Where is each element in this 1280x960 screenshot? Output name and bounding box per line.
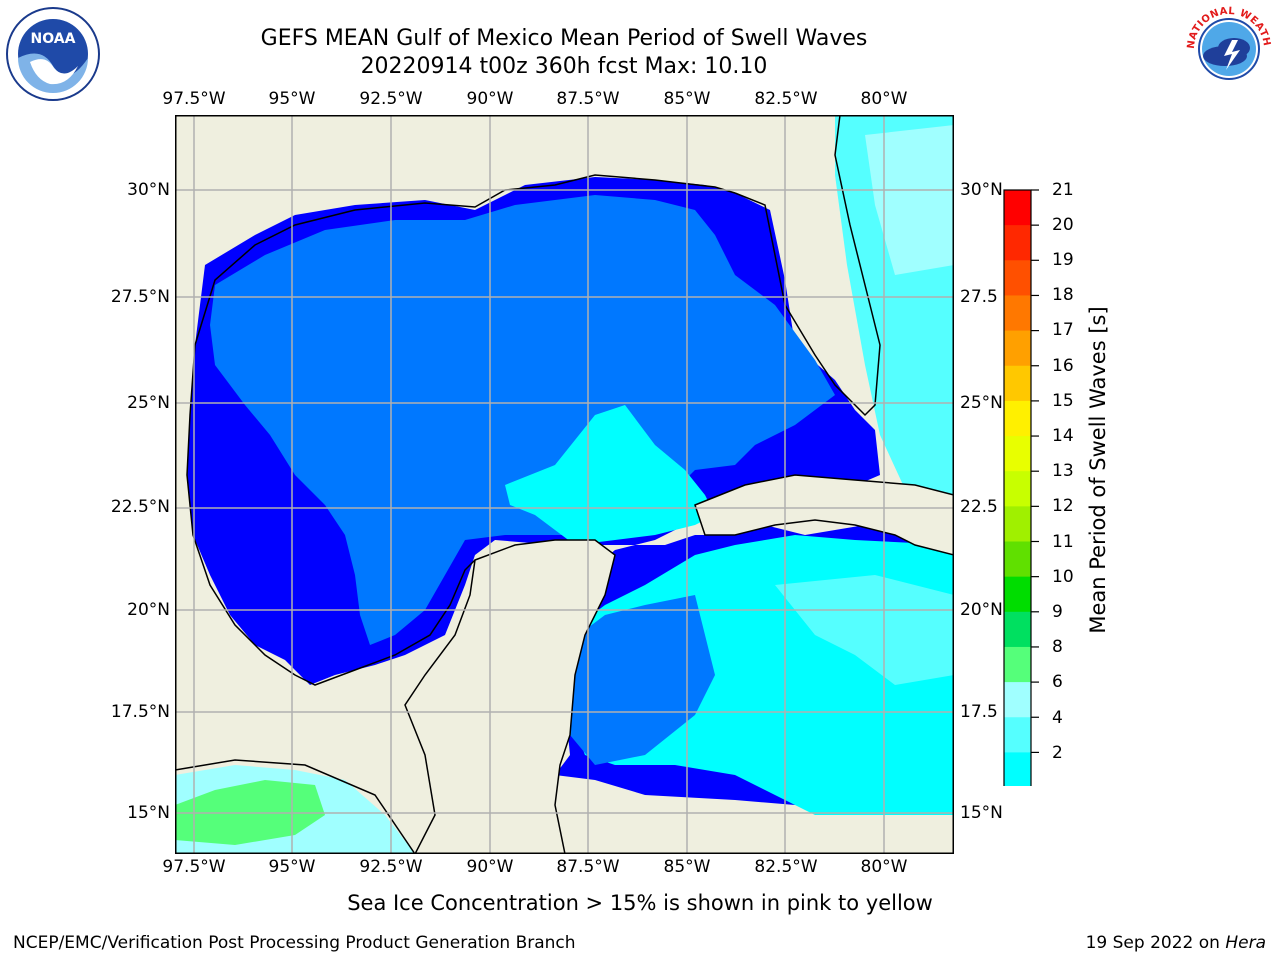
colorbar-segment	[1004, 646, 1031, 683]
lat-label-right: 27.5	[960, 287, 998, 307]
colorbar-segment	[1004, 752, 1031, 786]
lon-label-bottom: 90°W	[466, 857, 514, 877]
yucatan-peninsula	[404, 539, 616, 854]
cuba-island	[694, 474, 954, 556]
lat-label-right: 20°N	[960, 600, 1003, 620]
colorbar-tick: 18	[1052, 285, 1074, 305]
colorbar-segment	[1004, 190, 1031, 226]
map-panel	[175, 115, 954, 854]
lat-label-left: 30°N	[127, 180, 170, 200]
colorbar-segment	[1004, 295, 1031, 332]
lon-label-top: 95°W	[268, 89, 316, 109]
lon-label-top: 90°W	[466, 89, 514, 109]
colorbar-segment	[1004, 436, 1031, 472]
footer-host: Hera	[1225, 933, 1266, 953]
yucatan-channel-cyan	[505, 405, 715, 545]
lon-label-bottom: 95°W	[268, 857, 316, 877]
lat-label-left: 15°N	[127, 803, 170, 823]
map-subtitle: 20220914 t00z 360h fcst Max: 10.10	[360, 54, 768, 79]
colorbar-segment	[1004, 330, 1031, 367]
colorbar-label: Mean Period of Swell Waves [s]	[1086, 306, 1110, 634]
lon-label-bottom: 85°W	[663, 857, 711, 877]
colorbar-segment	[1004, 611, 1031, 648]
colorbar-tick: 10	[1052, 567, 1074, 587]
lat-label-right: 22.5	[960, 497, 998, 517]
lon-label-top: 82.5°W	[754, 89, 818, 109]
colorbar-segment	[1004, 576, 1031, 613]
colorbar-tick: 4	[1052, 708, 1063, 728]
colorbar-segment	[1004, 682, 1031, 718]
graticule	[175, 115, 954, 854]
colorbar-tick: 12	[1052, 496, 1074, 516]
colorbar-tick: 11	[1052, 532, 1074, 552]
nws-logo: NATIONAL WEATHER SERVICE	[1180, 0, 1275, 95]
lat-label-left: 22.5°N	[110, 497, 170, 517]
lon-label-top: 85°W	[663, 89, 711, 109]
lon-label-bottom: 87.5°W	[556, 857, 620, 877]
colorbar-segment	[1004, 717, 1031, 753]
colorbar-segment	[1004, 260, 1031, 296]
colorbar	[1003, 189, 1039, 786]
lon-label-top: 92.5°W	[359, 89, 423, 109]
lat-label-left: 25°N	[127, 393, 170, 413]
lat-label-right: 15°N	[960, 803, 1003, 823]
colorbar-tick: 9	[1052, 602, 1063, 622]
lon-label-top: 80°W	[860, 89, 908, 109]
colorbar-tick: 2	[1052, 743, 1063, 763]
lat-label-left: 17.5°N	[110, 702, 170, 722]
colorbar-tick: 20	[1052, 215, 1074, 235]
map-title: GEFS MEAN Gulf of Mexico Mean Period of …	[260, 26, 868, 51]
colorbar-segment	[1004, 506, 1031, 542]
colorbar-segment	[1004, 225, 1031, 261]
gulf-swell-field-main	[210, 195, 835, 645]
lon-label-top: 87.5°W	[556, 89, 620, 109]
lon-label-top: 97.5°W	[162, 89, 226, 109]
lon-label-bottom: 80°W	[860, 857, 908, 877]
lon-label-bottom: 92.5°W	[359, 857, 423, 877]
footer-date: 19 Sep 2022 on Hera	[1085, 933, 1266, 953]
colorbar-segment	[1004, 365, 1031, 402]
colorbar-tick: 15	[1052, 391, 1074, 411]
lon-label-bottom: 97.5°W	[162, 857, 226, 877]
colorbar-segment	[1004, 471, 1031, 507]
colorbar-tick: 6	[1052, 672, 1063, 692]
sea-ice-note: Sea Ice Concentration > 15% is shown in …	[347, 891, 933, 915]
colorbar-tick: 14	[1052, 426, 1074, 446]
map-frame	[175, 115, 954, 854]
colorbar-segment	[1004, 541, 1031, 578]
lon-label-bottom: 82.5°W	[754, 857, 818, 877]
colorbar-segment	[1004, 400, 1031, 437]
noaa-logo: NOAA	[6, 7, 100, 101]
colorbar-tick: 19	[1052, 250, 1074, 270]
colorbar-tick: 21	[1052, 180, 1074, 200]
lat-label-right: 17.5	[960, 702, 998, 722]
colorbar-tick: 17	[1052, 320, 1074, 340]
lat-label-right: 25°N	[960, 393, 1003, 413]
colorbar-tick: 16	[1052, 356, 1074, 376]
footer-credit: NCEP/EMC/Verification Post Processing Pr…	[13, 933, 576, 953]
lat-label-left: 27.5°N	[110, 287, 170, 307]
colorbar-tick: 13	[1052, 461, 1074, 481]
lat-label-right: 30°N	[960, 180, 1003, 200]
colorbar-tick: 8	[1052, 637, 1063, 657]
noaa-logo-text: NOAA	[31, 31, 76, 47]
lat-label-left: 20°N	[127, 600, 170, 620]
